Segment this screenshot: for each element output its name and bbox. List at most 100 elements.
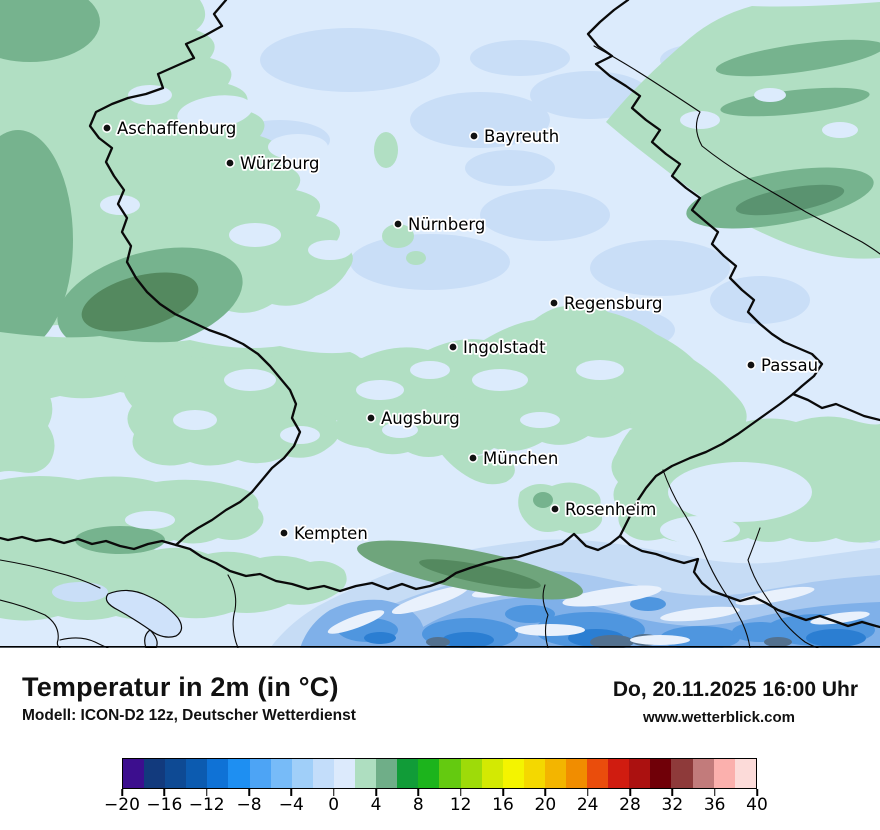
- city-label: München: [483, 449, 558, 468]
- colorbar-tick-label: 36: [703, 795, 726, 815]
- colorbar-tick-label: 12: [449, 795, 472, 815]
- colorbar-tick-label: 8: [412, 795, 424, 815]
- colorbar-cell: [439, 759, 461, 788]
- colorbar-tick-label: 24: [576, 795, 599, 815]
- colorbar-cell: [692, 759, 714, 788]
- colorbar-tick: [502, 789, 504, 796]
- colorbar-tick-label: 32: [661, 795, 684, 815]
- caption-area: Temperatur in 2m (in °C) Modell: ICON-D2…: [0, 648, 880, 830]
- city-rosenheim: Rosenheim: [549, 498, 658, 521]
- city-label: Rosenheim: [565, 500, 656, 519]
- colorbar-cell: [207, 759, 229, 788]
- colorbar-cell: [270, 759, 292, 788]
- colorbar-cell: [502, 759, 524, 788]
- colorbar-tick: [459, 789, 462, 796]
- colorbar-tick: [163, 789, 166, 796]
- city-dot: [467, 452, 478, 463]
- colorbar-tick: [417, 789, 420, 796]
- colorbar: [122, 758, 757, 789]
- city-aschaffenburg: Aschaffenburg: [102, 117, 238, 140]
- colorbar-cell: [144, 759, 166, 788]
- colorbar-cell: [355, 759, 377, 788]
- city-label: Ingolstadt: [463, 338, 546, 357]
- colorbar-tick: [629, 789, 631, 796]
- city-label: Augsburg: [381, 409, 460, 428]
- colorbar-tick: [586, 789, 589, 796]
- colorbar-tick: [671, 789, 674, 796]
- city-label: Nürnberg: [408, 215, 485, 234]
- colorbar-cell: [228, 759, 250, 788]
- colorbar-tick: [205, 789, 208, 796]
- map-area: Aschaffenburg Würzburg Bayreuth Nürnberg Reg…: [0, 0, 880, 648]
- city-dot: [392, 219, 403, 230]
- city-nuernberg: Nürnberg: [392, 213, 487, 236]
- city-dot: [225, 158, 236, 169]
- colorbar-tick-label: −12: [188, 795, 225, 815]
- colorbar-cell: [165, 759, 187, 788]
- city-dot: [447, 341, 458, 352]
- colorbar-tick-label: −20: [104, 795, 140, 815]
- colorbar-tick-label: 16: [492, 795, 514, 815]
- city-label: Kempten: [294, 524, 368, 543]
- colorbar-cell: [312, 759, 334, 788]
- colorbar-tick-label: −16: [146, 795, 183, 815]
- colorbar-tick: [713, 789, 716, 796]
- city-label: Würzburg: [240, 154, 320, 173]
- colorbar-cell: [460, 759, 482, 788]
- colorbar-cell: [544, 759, 566, 788]
- valid-datetime: Do, 20.11.2025 16:00 Uhr: [612, 678, 858, 701]
- city-dot: [102, 123, 113, 134]
- colorbar-tick-label: 0: [328, 795, 340, 815]
- colorbar-tick: [121, 789, 123, 796]
- colorbar-cell: [333, 759, 356, 788]
- colorbar-cell: [608, 759, 630, 788]
- website-credit: www.wetterblick.com: [643, 709, 795, 726]
- city-muenchen: München: [467, 447, 560, 470]
- city-dot: [365, 412, 376, 423]
- colorbar-cell: [418, 759, 440, 788]
- colorbar-tick: [290, 789, 293, 796]
- colorbar-cell: [123, 759, 145, 788]
- warm-green-patches: [0, 0, 880, 621]
- city-label: Aschaffenburg: [117, 119, 236, 138]
- colorbar-tick: [248, 789, 250, 796]
- city-wuerzburg: Würzburg: [225, 152, 321, 175]
- colorbar-cell: [713, 759, 735, 788]
- city-ingolstadt: Ingolstadt: [447, 336, 548, 359]
- colorbar-tick-label: 40: [746, 795, 768, 815]
- colorbar-cell: [249, 759, 271, 788]
- model-info: Modell: ICON-D2 12z, Deutscher Wetterdie…: [22, 707, 356, 724]
- city-dot: [549, 503, 560, 514]
- colorbar-cell: [523, 759, 545, 788]
- country-borders: [0, 0, 880, 648]
- city-label: Regensburg: [564, 294, 662, 313]
- city-augsburg: Augsburg: [365, 407, 461, 430]
- colorbar-tick-label: 20: [534, 795, 557, 815]
- colorbar-labels: −20 −16 −12 −8 −4 0 4 8 12 16 20 24 28 32 36 40: [104, 795, 768, 817]
- city-regensburg: Regensburg: [548, 292, 664, 315]
- colorbar-tick: [756, 789, 758, 796]
- colorbar-tick: [544, 789, 547, 796]
- city-label: Passau: [761, 356, 818, 375]
- colorbar-cell: [481, 759, 503, 788]
- lake-bodensee: [105, 589, 183, 648]
- colorbar-cell: [291, 759, 313, 788]
- map-title: Temperatur in 2m (in °C): [22, 672, 339, 702]
- colorbar-tick: [375, 789, 377, 796]
- colorbar-ticks: [121, 789, 758, 797]
- colorbar-cell: [565, 759, 588, 788]
- colorbar-tick-label: −8: [236, 795, 262, 815]
- city-dot: [278, 527, 289, 538]
- city-dot: [548, 297, 559, 308]
- colorbar-cell: [629, 759, 651, 788]
- colorbar-cell: [186, 759, 208, 788]
- colorbar-tick-label: −4: [278, 795, 304, 815]
- colorbar-cell: [671, 759, 693, 788]
- colorbar-cell: [376, 759, 398, 788]
- city-bayreuth: Bayreuth: [468, 125, 561, 148]
- city-label: Bayreuth: [484, 127, 559, 146]
- city-dot: [745, 359, 756, 370]
- city-kempten: Kempten: [278, 522, 370, 545]
